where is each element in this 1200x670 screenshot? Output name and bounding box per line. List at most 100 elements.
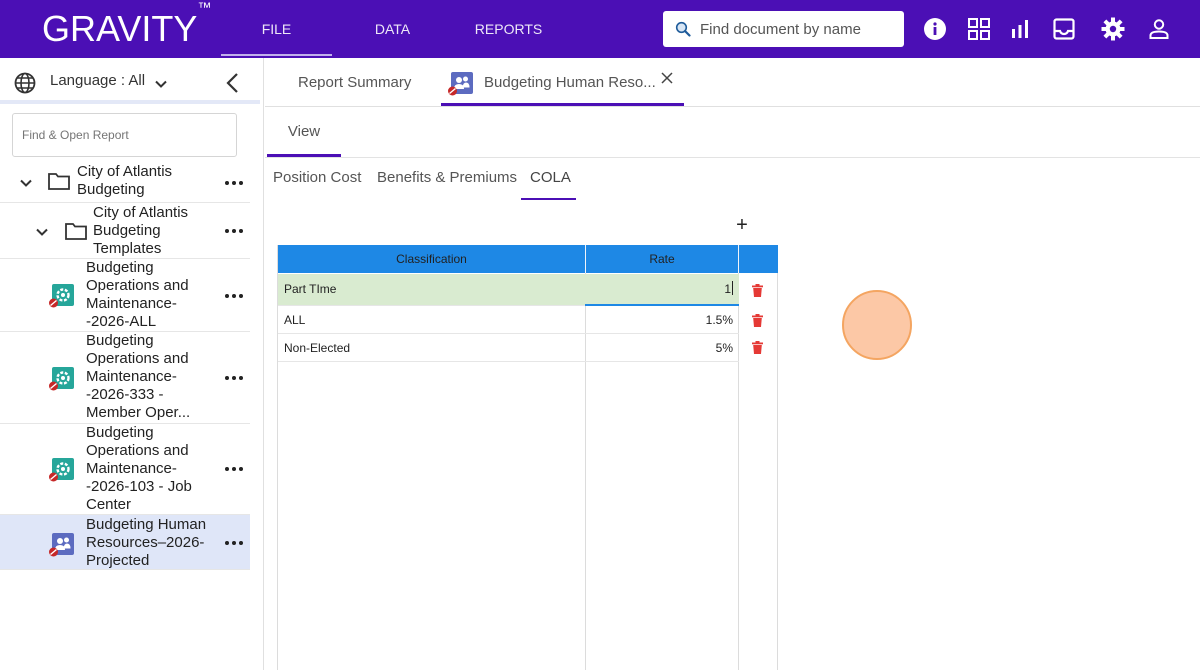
gravity-logo[interactable]: GRAVITY™: [42, 0, 212, 49]
tab-view[interactable]: View: [267, 107, 341, 157]
tree-label-line: Projected: [86, 552, 150, 569]
cell-classification[interactable]: Part TIme: [284, 282, 337, 296]
tree-label-line: -2026-ALL: [86, 313, 157, 330]
tree-label-line: Operations and: [86, 442, 189, 459]
grid-icon[interactable]: [967, 17, 991, 41]
chevron-down-icon[interactable]: [34, 224, 50, 240]
column-divider: [738, 245, 739, 670]
tree-label-line: City of Atlantis: [93, 204, 189, 221]
text-caret: [732, 281, 733, 295]
tree-report-hr-2026-projected[interactable]: Budgeting Human Resources–2026- Projecte…: [0, 515, 250, 570]
gear-report-icon: [49, 284, 74, 308]
table-row[interactable]: Non-Elected 5%: [278, 334, 739, 362]
tree-label-line: Budgeting: [86, 424, 154, 441]
table-row[interactable]: ALL 1.5%: [278, 306, 739, 334]
people-report-icon: [49, 533, 74, 557]
tree-report-om-2026-333[interactable]: Budgeting Operations and Maintenance- -2…: [0, 332, 250, 424]
tab-label: Budgeting Human Reso...: [484, 74, 656, 91]
tab-benefits-premiums[interactable]: Benefits & Premiums: [377, 169, 518, 186]
trash-icon[interactable]: [752, 341, 763, 354]
tree-label-line: Maintenance-: [86, 460, 177, 477]
nav-tab-file[interactable]: FILE: [221, 0, 332, 58]
chevron-down-icon[interactable]: [18, 175, 34, 191]
gear-report-icon: [49, 367, 74, 391]
gear-icon[interactable]: [1101, 17, 1125, 41]
click-indicator: [842, 290, 912, 360]
chevron-down-icon[interactable]: [153, 76, 169, 92]
nav-tab-data[interactable]: DATA: [374, 21, 411, 37]
user-icon[interactable]: [1147, 17, 1171, 41]
tree-label-line: Templates: [93, 240, 162, 257]
tree-label-line: Resources–2026-: [86, 534, 205, 551]
column-divider: [585, 245, 586, 670]
language-selector[interactable]: Language : All: [0, 58, 260, 104]
close-icon[interactable]: [661, 72, 673, 84]
info-icon[interactable]: [923, 17, 947, 41]
table-header: Classification Rate: [278, 245, 778, 273]
header-divider: [738, 245, 739, 273]
cola-grid: Classification Rate Part TIme 1 ALL 1.5%…: [277, 245, 778, 670]
language-label: Language : All: [50, 72, 146, 89]
tree-label-line: Member Oper...: [86, 404, 191, 421]
tree-report-om-2026-all[interactable]: Budgeting Operations and Maintenance- -2…: [0, 259, 250, 332]
tree-label-line: Center: [86, 496, 132, 513]
tab-budgeting-human-resources[interactable]: Budgeting Human Reso...: [441, 58, 684, 106]
more-options-icon[interactable]: [224, 375, 244, 381]
tree-label-line: Maintenance-: [86, 295, 177, 312]
document-search[interactable]: [663, 11, 904, 47]
nav-tab-reports[interactable]: REPORTS: [474, 21, 543, 37]
search-input[interactable]: [700, 18, 895, 40]
tree-label-line: Budgeting: [86, 332, 154, 349]
header-classification[interactable]: Classification: [396, 252, 467, 266]
globe-icon: [14, 72, 36, 94]
tree-label-line: Maintenance-: [86, 368, 177, 385]
tree-label-line: -2026-103 - Job: [86, 478, 192, 495]
rate-input-value[interactable]: 1: [724, 282, 731, 296]
folder-icon: [65, 223, 87, 240]
trash-icon[interactable]: [752, 314, 763, 327]
trash-icon[interactable]: [752, 284, 763, 297]
tree-label-line: -2026-333 -: [86, 386, 164, 403]
view-bar: View: [265, 107, 1200, 158]
more-options-icon[interactable]: [224, 540, 244, 546]
edit-underline: [585, 304, 739, 306]
bar-chart-icon[interactable]: [1008, 17, 1032, 41]
tree-label-line: Budgeting: [77, 181, 145, 198]
find-report-input[interactable]: [12, 113, 237, 157]
cell-classification[interactable]: ALL: [284, 313, 306, 327]
top-bar: GRAVITY™ FILE DATA REPORTS: [0, 0, 1200, 58]
more-options-icon[interactable]: [224, 466, 244, 472]
cell-rate-editing[interactable]: 1: [585, 274, 733, 305]
tree-label-line: Budgeting Human: [86, 516, 207, 533]
more-options-icon[interactable]: [224, 293, 244, 299]
tree-label-line: City of Atlantis: [77, 163, 173, 180]
tree-label-line: Operations and: [86, 350, 189, 367]
cell-rate[interactable]: 5%: [715, 341, 733, 355]
cell-classification[interactable]: Non-Elected: [284, 341, 351, 355]
people-report-icon: [448, 72, 473, 96]
tab-report-summary[interactable]: Report Summary: [298, 58, 411, 106]
tree-report-om-2026-103[interactable]: Budgeting Operations and Maintenance- -2…: [0, 424, 250, 515]
more-options-icon[interactable]: [224, 180, 244, 186]
tree-folder-budgeting-templates[interactable]: City of Atlantis Budgeting Templates: [0, 203, 250, 259]
tree-folder-city-of-atlantis-budgeting[interactable]: City of Atlantis Budgeting: [0, 158, 250, 203]
more-options-icon[interactable]: [224, 228, 244, 234]
tree-label-line: Budgeting: [93, 222, 161, 239]
header-rate[interactable]: Rate: [649, 252, 675, 266]
header-divider: [585, 245, 586, 273]
collapse-sidebar-icon[interactable]: [223, 72, 243, 94]
tree-label-line: Budgeting: [86, 259, 154, 276]
document-tabbar: Report Summary Budgeting Human Reso...: [265, 58, 1200, 107]
tab-label: Report Summary: [298, 74, 412, 91]
gear-report-icon: [49, 458, 74, 482]
tab-position-cost[interactable]: Position Cost: [273, 169, 362, 186]
tab-cola[interactable]: COLA: [521, 158, 576, 200]
sidebar: Language : All City of Atlantis Budgetin…: [0, 58, 264, 670]
column-divider: [777, 245, 778, 670]
tree-label-line: Operations and: [86, 277, 189, 294]
cell-rate[interactable]: 1.5%: [705, 313, 733, 327]
add-row-button[interactable]: +: [736, 214, 748, 236]
folder-icon: [48, 173, 70, 190]
table-row[interactable]: Part TIme 1: [278, 274, 739, 306]
inbox-icon[interactable]: [1052, 17, 1076, 41]
